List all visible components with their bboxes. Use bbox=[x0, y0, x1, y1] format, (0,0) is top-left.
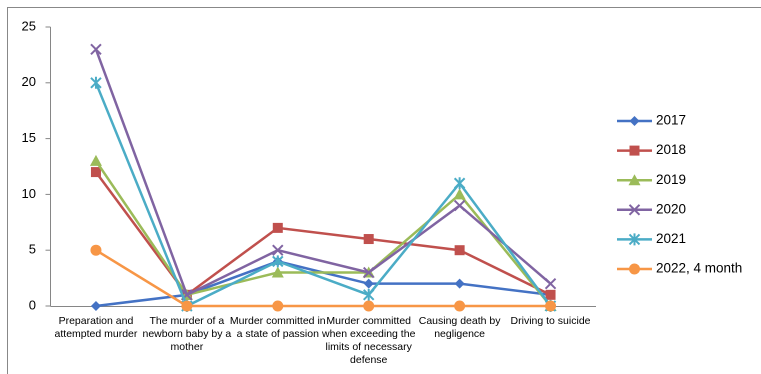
legend-marker bbox=[628, 204, 641, 216]
legend-label: 2017 bbox=[656, 113, 686, 128]
marker bbox=[272, 244, 284, 256]
marker bbox=[90, 167, 101, 178]
y-tick-label: 25 bbox=[22, 18, 36, 33]
marker bbox=[272, 255, 284, 268]
legend-marker bbox=[629, 263, 640, 275]
marker bbox=[181, 300, 193, 312]
marker bbox=[363, 278, 374, 289]
legend-marker bbox=[629, 116, 640, 126]
y-tick-label: 20 bbox=[22, 74, 36, 89]
series-line bbox=[95, 249, 551, 308]
x-tick-label: Murder committed in a state of passion bbox=[229, 315, 326, 340]
marker bbox=[89, 154, 102, 166]
marker bbox=[453, 188, 466, 200]
legend-marker bbox=[628, 233, 641, 246]
chart-border bbox=[7, 7, 761, 374]
legend-label: 2019 bbox=[656, 172, 686, 187]
marker bbox=[90, 301, 101, 311]
legend-label: 2021 bbox=[656, 231, 686, 246]
marker bbox=[453, 177, 466, 190]
marker bbox=[272, 222, 283, 233]
marker bbox=[363, 266, 375, 279]
series-line bbox=[94, 48, 552, 297]
marker bbox=[454, 278, 465, 289]
marker bbox=[454, 245, 465, 256]
legend-label: 2020 bbox=[656, 201, 686, 216]
marker bbox=[271, 266, 284, 278]
marker bbox=[363, 300, 375, 312]
series-line bbox=[95, 260, 551, 308]
x-tick-label: The murder of a newborn baby by a mother bbox=[142, 315, 232, 353]
series-line bbox=[94, 160, 552, 307]
legend-marker bbox=[629, 145, 640, 156]
series-line bbox=[94, 82, 552, 308]
marker bbox=[363, 234, 374, 245]
x-tick-label: Preparation and attempted murder bbox=[54, 315, 138, 340]
x-tick-label: Driving to suicide bbox=[510, 315, 591, 327]
x-tick-label: Causing death by negligence bbox=[418, 315, 501, 340]
y-tick-label: 0 bbox=[29, 297, 36, 312]
marker bbox=[545, 300, 557, 312]
legend-marker bbox=[628, 174, 641, 186]
marker bbox=[90, 43, 102, 56]
marker bbox=[363, 288, 375, 301]
y-tick-label: 5 bbox=[29, 242, 36, 257]
marker bbox=[90, 244, 102, 256]
marker bbox=[453, 199, 466, 212]
marker bbox=[545, 289, 556, 300]
legend-label: 2022, 4 month bbox=[656, 261, 742, 276]
marker bbox=[90, 76, 102, 89]
y-tick-label: 15 bbox=[22, 130, 36, 145]
legend-label: 2018 bbox=[656, 142, 686, 157]
marker bbox=[272, 300, 284, 312]
marker bbox=[454, 300, 466, 312]
x-tick-label: Murder committed when exceeding the limi… bbox=[322, 315, 416, 366]
marker bbox=[544, 277, 557, 290]
y-tick-label: 10 bbox=[22, 186, 36, 201]
